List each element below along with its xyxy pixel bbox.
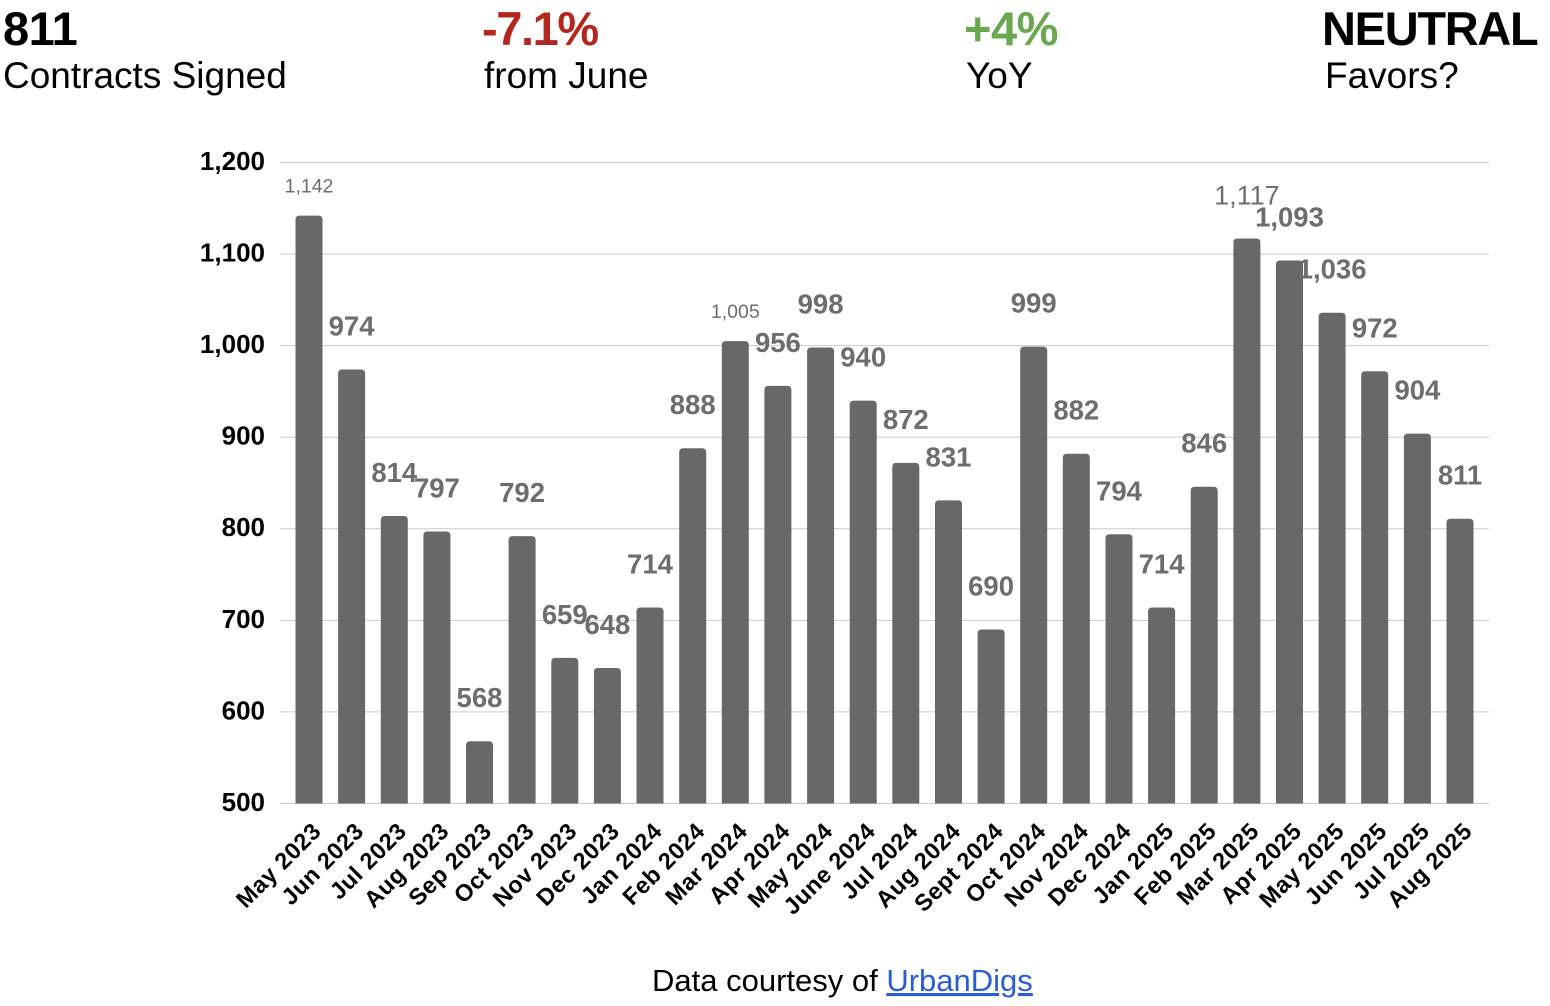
svg-text:1,036: 1,036	[1298, 254, 1367, 285]
svg-text:814: 814	[371, 457, 418, 488]
svg-text:797: 797	[414, 473, 460, 504]
svg-text:1,117: 1,117	[1214, 180, 1280, 210]
svg-text:794: 794	[1096, 475, 1143, 506]
svg-text:500: 500	[222, 787, 265, 817]
svg-text:998: 998	[798, 289, 844, 320]
svg-text:690: 690	[968, 571, 1014, 602]
svg-text:846: 846	[1181, 428, 1227, 459]
svg-text:882: 882	[1053, 395, 1099, 426]
svg-text:1,200: 1,200	[200, 146, 265, 176]
svg-text:1,005: 1,005	[711, 301, 760, 323]
svg-text:714: 714	[627, 549, 674, 580]
svg-text:940: 940	[840, 342, 886, 373]
svg-text:659: 659	[542, 599, 588, 630]
svg-text:600: 600	[222, 695, 265, 725]
svg-text:1,093: 1,093	[1255, 202, 1324, 233]
svg-text:Data courtesy of UrbanDigs: Data courtesy of UrbanDigs	[652, 963, 1033, 998]
svg-text:700: 700	[222, 604, 265, 634]
svg-text:872: 872	[883, 404, 929, 435]
svg-text:800: 800	[222, 512, 265, 542]
svg-text:1,100: 1,100	[200, 238, 265, 268]
svg-text:792: 792	[499, 477, 545, 508]
svg-text:972: 972	[1352, 312, 1398, 343]
svg-text:831: 831	[926, 441, 972, 472]
svg-text:904: 904	[1394, 375, 1441, 406]
svg-text:811: 811	[1438, 460, 1482, 491]
svg-text:956: 956	[755, 327, 801, 358]
svg-text:714: 714	[1139, 549, 1186, 580]
svg-text:974: 974	[329, 311, 376, 342]
svg-text:1,000: 1,000	[200, 329, 265, 359]
svg-text:568: 568	[457, 682, 503, 713]
svg-text:999: 999	[1011, 288, 1057, 319]
svg-text:888: 888	[670, 389, 716, 420]
svg-text:648: 648	[584, 609, 630, 640]
svg-text:900: 900	[222, 421, 265, 451]
svg-text:1,142: 1,142	[285, 176, 334, 198]
